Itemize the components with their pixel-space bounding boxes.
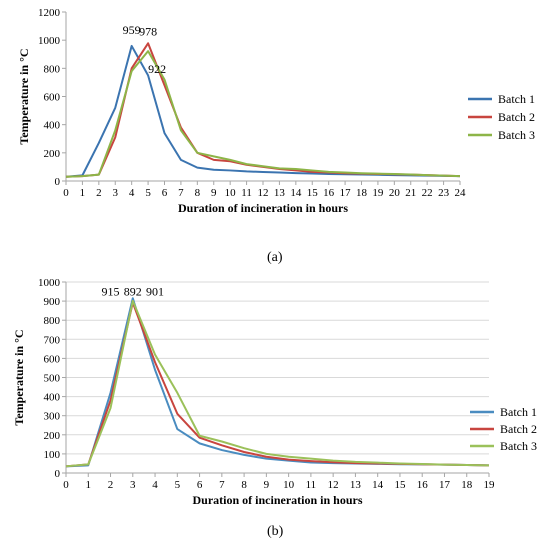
x-tick-label-22: 22 [422,187,433,199]
x-tick-label-11: 11 [241,187,252,199]
x-tick-label-6: 6 [162,187,168,199]
y-tick-label-3: 600 [44,92,61,104]
y-axis-label: Temperature in °C [12,329,26,425]
legend-label-batch-1: Batch 1 [498,92,535,106]
series-line-batch-3 [65,299,490,468]
y-axis-label: Temperature in °C [17,48,31,144]
y-tick-label-2: 200 [44,430,61,442]
x-tick-label-7: 7 [219,479,225,491]
legend-label-batch-1: Batch 1 [500,405,537,419]
x-tick-label-0: 0 [63,479,69,491]
x-tick-label-10: 10 [283,479,295,491]
series-line-batch-1 [65,297,490,468]
x-tick-label-15: 15 [307,187,319,199]
y-tick-label-2: 400 [44,120,61,132]
x-tick-label-0: 0 [63,187,69,199]
x-tick-label-8: 8 [195,187,201,199]
x-tick-label-14: 14 [290,187,302,199]
y-tick-label-8: 800 [44,315,61,327]
x-tick-label-13: 13 [274,187,286,199]
x-tick-label-2: 2 [108,479,114,491]
x-tick-label-9: 9 [211,187,217,199]
x-tick-label-9: 9 [264,479,270,491]
x-tick-label-13: 13 [350,479,362,491]
x-tick-label-14: 14 [372,479,384,491]
peak-label-3: 922 [148,62,166,76]
x-tick-label-8: 8 [241,479,247,491]
x-tick-label-19: 19 [484,479,496,491]
peak-label-2: 892 [124,285,142,299]
peak-label-1: 915 [102,285,120,299]
caption-b: (b) [267,524,284,539]
x-tick-label-12: 12 [328,479,339,491]
x-tick-label-3: 3 [130,479,136,491]
x-tick-label-24: 24 [455,187,467,199]
x-tick-label-10: 10 [225,187,237,199]
caption-a: (a) [267,250,283,265]
legend-label-batch-2: Batch 2 [500,422,537,436]
y-tick-label-5: 500 [44,373,61,385]
x-tick-label-17: 17 [439,479,451,491]
x-axis-label: Duration of incineration in hours [192,493,362,507]
x-tick-label-4: 4 [129,187,135,199]
y-tick-label-1: 200 [44,148,61,160]
legend-label-batch-3: Batch 3 [498,128,535,142]
x-tick-label-15: 15 [394,479,406,491]
x-tick-label-18: 18 [356,187,368,199]
y-tick-label-1: 100 [44,449,61,461]
peak-label-3: 901 [146,285,164,299]
peak-label-2: 978 [139,24,157,38]
x-tick-label-5: 5 [145,187,151,199]
x-tick-label-16: 16 [323,187,335,199]
legend-label-batch-3: Batch 3 [500,439,537,453]
series-line-batch-2 [65,301,490,468]
y-tick-label-9: 900 [44,296,61,308]
x-tick-label-19: 19 [372,187,384,199]
x-tick-label-16: 16 [417,479,429,491]
x-tick-label-11: 11 [306,479,317,491]
x-tick-label-1: 1 [86,479,92,491]
y-tick-label-0: 0 [55,176,61,188]
y-tick-label-7: 700 [44,334,61,346]
x-tick-label-12: 12 [258,187,269,199]
y-tick-label-6: 1200 [38,7,61,19]
legend-label-batch-2: Batch 2 [498,110,535,124]
x-tick-label-6: 6 [197,479,203,491]
x-tick-label-23: 23 [438,187,450,199]
y-tick-label-4: 400 [44,392,61,404]
series-line-batch-2 [65,42,461,178]
y-tick-label-5: 1000 [38,35,61,47]
x-axis-label: Duration of incineration in hours [178,201,348,215]
series-line-batch-3 [65,50,461,178]
x-tick-label-21: 21 [405,187,416,199]
x-tick-label-4: 4 [152,479,158,491]
x-tick-label-1: 1 [80,187,86,199]
peak-label-1: 959 [123,23,141,37]
x-tick-label-5: 5 [175,479,181,491]
y-tick-label-4: 800 [44,63,61,75]
x-tick-label-3: 3 [113,187,119,199]
x-tick-label-17: 17 [340,187,352,199]
x-tick-label-2: 2 [96,187,102,199]
x-tick-label-20: 20 [389,187,401,199]
y-tick-label-6: 600 [44,353,61,365]
x-tick-label-18: 18 [461,479,473,491]
x-tick-label-7: 7 [178,187,184,199]
y-tick-label-3: 300 [44,411,61,423]
y-tick-label-0: 0 [55,468,61,480]
y-tick-label-10: 1000 [38,277,61,289]
series-line-batch-1 [65,44,461,178]
